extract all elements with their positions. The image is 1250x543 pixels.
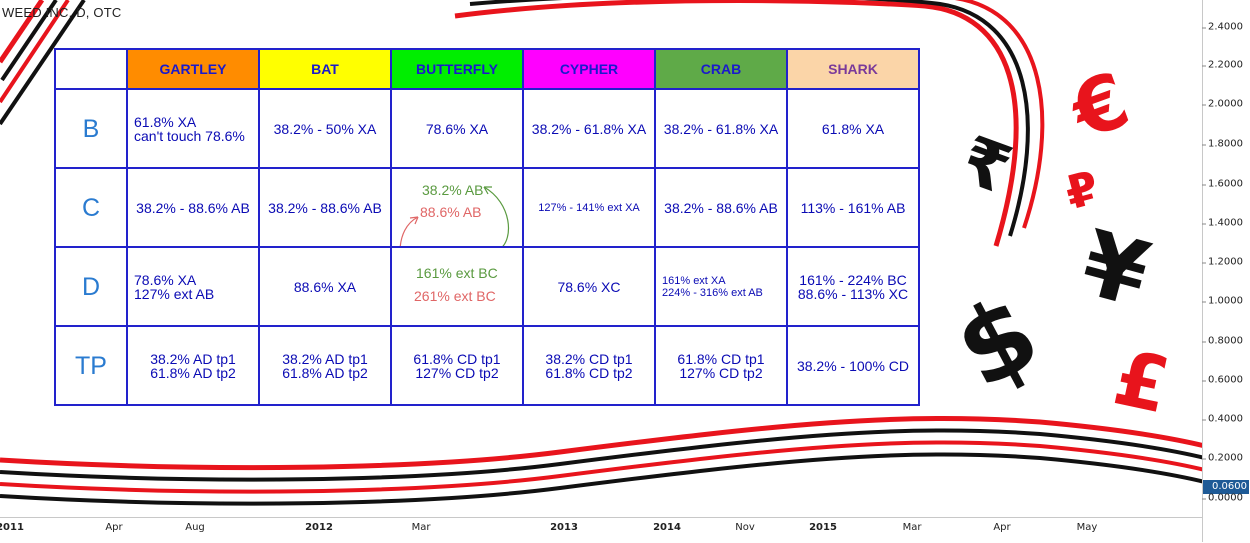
price-tick-label: 0.0000 [1202,492,1243,504]
euro-sign-icon: € [1058,55,1140,157]
price-tick-label: 1.4000 [1202,217,1243,229]
table-cell: 78.6% XA [390,88,524,169]
price-tick-label: 2.2000 [1202,59,1243,71]
time-tick-label: Mar [411,522,431,533]
table-cell: 113% - 161% AB [786,167,920,248]
table-cell: 61.8% CD tp1 127% CD tp2 [390,325,524,406]
column-header-cypher: CYPHER [522,48,656,90]
time-tick-label: Nov [735,522,755,533]
red-arrow-head [409,216,419,225]
time-tick-label: Aug [185,522,205,533]
column-header-bat: BAT [258,48,392,90]
red-arrow [399,216,419,246]
column-header-butterfly: BUTTERFLY [390,48,524,90]
time-tick-label: Apr [105,522,123,533]
top-right-stripes [454,0,1045,247]
price-tick-label: 0.4000 [1202,413,1243,425]
price-axis[interactable] [1202,0,1250,542]
table-cell: 38.2% AD tp1 61.8% AD tp2 [126,325,260,406]
column-header-gartley: GARTLEY [126,48,260,90]
butterfly-c-arrows [399,186,510,246]
price-tick-label: 2.0000 [1202,98,1243,110]
last-price-label: 0.0600 [1203,480,1249,494]
table-cell: 127% - 141% ext XA [522,167,656,248]
time-tick-label: 2013 [550,522,578,533]
table-cell: 61.8% CD tp1 127% CD tp2 [654,325,788,406]
column-header-shark: SHARK [786,48,920,90]
pound-sign-icon: £ [1107,332,1177,430]
table-cell: 38.2% - 88.6% AB [654,167,788,248]
time-tick-label: 2015 [809,522,837,533]
table-corner-cell [54,48,128,90]
table-cell: 88.6% XA [258,246,392,327]
price-tick-label: 1.0000 [1202,295,1243,307]
table-cell: 78.6% XC [522,246,656,327]
column-header-crab: CRAB [654,48,788,90]
price-tick-label: 1.2000 [1202,256,1243,268]
table-cell: 161% - 224% BC 88.6% - 113% XC [786,246,920,327]
time-tick-label: 2012 [305,522,333,533]
green-arrow-head [483,186,492,195]
top-left-stripes [0,0,86,126]
price-tick-label: 1.8000 [1202,138,1243,150]
time-tick-label: 2014 [653,522,681,533]
row-label-c: C [54,167,128,248]
table-cell: 161% ext XA 224% - 316% ext AB [654,246,788,327]
green-arrow [483,186,510,246]
yen-sign-icon: ¥ [1071,211,1159,329]
table-cell: 38.2% - 61.8% XA [654,88,788,169]
row-label-b: B [54,88,128,169]
bottom-wave-stripes [0,416,1206,506]
chart-title: WEED INC, D, OTC [2,5,122,20]
time-axis[interactable] [0,517,1202,543]
time-tick-label: 2011 [0,522,24,533]
time-tick-label: May [1076,522,1098,533]
table-cell: 38.2% - 100% CD [786,325,920,406]
time-tick-label: Apr [993,522,1011,533]
butterfly-d-cell: 161% ext BC 261% ext BC [390,246,524,327]
table-cell: 38.2% AD tp1 61.8% AD tp2 [258,325,392,406]
butterfly-c-green-label: 38.2% AB [422,182,484,198]
butterfly-d-red-label: 261% ext BC [414,288,496,304]
table-row-d: D 78.6% XA 127% ext AB 88.6% XA 161% ext … [54,246,920,327]
table-cell: 38.2% - 88.6% AB [126,167,260,248]
dollar-sign-icon: $ [936,271,1057,413]
table-row-b: B 61.8% XA can't touch 78.6% 38.2% - 50% … [54,88,920,169]
price-tick-label: 0.6000 [1202,374,1243,386]
table-cell: 61.8% XA can't touch 78.6% [126,88,260,169]
table-cell: 38.2% - 88.6% AB [258,167,392,248]
row-label-d: D [54,246,128,327]
table-cell: 38.2% CD tp1 61.8% CD tp2 [522,325,656,406]
harmonic-patterns-table: GARTLEY BAT BUTTERFLY CYPHER CRAB SHARK … [54,48,920,406]
table-row-tp: TP 38.2% AD tp1 61.8% AD tp2 38.2% AD tp1… [54,325,920,406]
table-header-row: GARTLEY BAT BUTTERFLY CYPHER CRAB SHARK [54,48,920,90]
price-tick-label: 2.4000 [1202,21,1243,33]
price-tick-label: 0.8000 [1202,335,1243,347]
table-cell: 38.2% - 50% XA [258,88,392,169]
row-label-tp: TP [54,325,128,406]
butterfly-c-cell: 38.2% AB 88.6% AB [390,167,524,248]
butterfly-d-green-label: 161% ext BC [416,265,498,281]
time-tick-label: Mar [902,522,922,533]
table-cell: 78.6% XA 127% ext AB [126,246,260,327]
butterfly-c-red-label: 88.6% AB [420,204,482,220]
price-tick-label: 0.2000 [1202,452,1243,464]
table-row-c: C 38.2% - 88.6% AB 38.2% - 88.6% AB 38.2… [54,167,920,248]
price-tick-label: 1.6000 [1202,178,1243,190]
table-cell: 38.2% - 61.8% XA [522,88,656,169]
table-cell: 61.8% XA [786,88,920,169]
